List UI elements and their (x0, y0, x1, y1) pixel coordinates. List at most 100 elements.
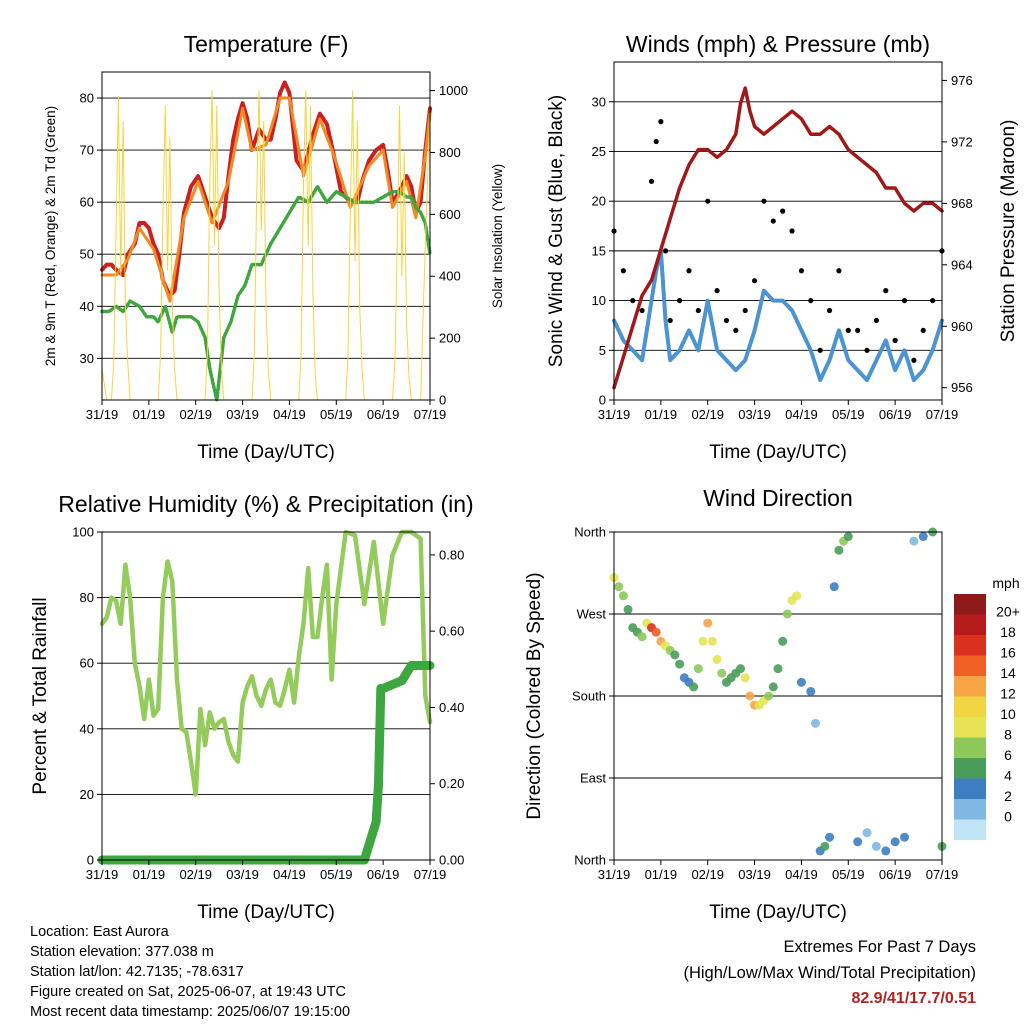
gust-point (873, 317, 880, 324)
x-tick-label: 02/19 (179, 867, 212, 882)
direction-point (675, 659, 685, 669)
direction-point (689, 682, 699, 692)
x-tick-label: 07/19 (926, 407, 959, 422)
direction-point (796, 677, 806, 687)
direction-point (782, 609, 792, 619)
gust-point (662, 248, 669, 254)
elevation-text: Station elevation: 377.038 m (30, 944, 214, 960)
x-tick-label: 04/19 (273, 407, 306, 422)
y-tick-label: 50 (80, 247, 94, 262)
y2-tick-label: 400 (439, 269, 461, 284)
x-tick-label: 03/19 (738, 407, 771, 422)
gust-point (789, 228, 795, 234)
colorbar-cell (954, 778, 986, 799)
series-line (99, 529, 433, 797)
y-tick-label: 0 (87, 853, 94, 868)
extremes-subtitle: (High/Low/Max Wind/Total Precipitation) (683, 964, 976, 982)
gust-point (733, 327, 739, 334)
gust-point (653, 138, 659, 145)
x-tick-label: 07/19 (414, 867, 447, 882)
y-tick-label: 70 (80, 143, 94, 158)
y-tick-label: 40 (80, 299, 94, 314)
y2-axis-label: Station Pressure (Maroon) (998, 120, 1019, 343)
y-axis-label: Direction (Colored By Speed) (524, 572, 545, 819)
y-tick-label: 0 (599, 393, 606, 408)
gust-point (686, 268, 692, 274)
x-tick-label: 06/19 (879, 407, 912, 422)
gust-point (883, 288, 889, 294)
y2-tick-label: 960 (951, 319, 973, 334)
created-text: Figure created on Sat, 2025-06-07, at 19… (30, 984, 346, 1000)
y-tick-label: 15 (592, 243, 606, 258)
y-tick-label: 25 (592, 144, 606, 159)
y-tick-label: 80 (80, 91, 94, 106)
x-tick-label: 06/19 (367, 867, 400, 882)
chart-title: Relative Humidity (%) & Precipitation (i… (58, 491, 473, 517)
colorbar-label: 18 (1000, 624, 1016, 640)
x-tick-label: 06/19 (367, 407, 400, 422)
colorbar-cell (954, 655, 986, 676)
series-line (100, 80, 432, 298)
direction-point (651, 627, 661, 637)
plot-frame (613, 61, 943, 401)
direction-point (881, 846, 891, 856)
extremes-box: Extremes For Past 7 Days (High/Low/Max W… (683, 934, 976, 1012)
direction-point (820, 841, 830, 851)
temperature-panel: Temperature (F)3040506070800200400600800… (43, 31, 505, 463)
colorbar-label: 0 (1004, 809, 1012, 825)
direction-point (618, 591, 628, 601)
direction-point (871, 841, 881, 851)
gust-point (677, 297, 683, 304)
gust-point (930, 297, 936, 304)
gust-point (648, 178, 655, 184)
y-tick-label: 5 (599, 343, 606, 358)
colorbar-label: 10 (1000, 706, 1016, 722)
x-tick-label: 02/19 (691, 867, 724, 882)
colorbar-cell (954, 635, 986, 656)
x-tick-label: 05/19 (832, 867, 865, 882)
x-axis-label: Time (Day/UTC) (709, 442, 847, 463)
y-tick-label: 100 (72, 525, 94, 540)
direction-point (834, 545, 844, 555)
gust-point (920, 327, 926, 334)
gust-point (761, 198, 767, 204)
gust-point (901, 297, 908, 304)
direction-point (900, 832, 910, 842)
y2-tick-label: 0.60 (439, 624, 464, 639)
winds-pressure-panel: Winds (mph) & Pressure (mb) 0 5 10 15 20 25 30 9… (546, 31, 1019, 463)
direction-point (614, 582, 624, 592)
colorbar-cell (954, 758, 986, 779)
direction-point (736, 664, 746, 674)
x-tick-label: 02/19 (691, 407, 724, 422)
extremes-values: 82.9/41/17.7/0.51 (851, 990, 976, 1007)
y2-tick-label: 0 (439, 393, 446, 408)
colorbar-label: 6 (1004, 747, 1012, 763)
gust-point (658, 119, 664, 125)
x-tick-label: 03/19 (226, 867, 259, 882)
direction-point (623, 604, 633, 614)
gust-point (723, 317, 730, 324)
direction-point (773, 664, 783, 674)
x-tick-label: 31/19 (598, 867, 631, 882)
colorbar-label: 20+ (996, 604, 1020, 620)
colorbar-label: 14 (1000, 665, 1016, 681)
direction-point (637, 632, 647, 642)
humidity-precip-panel: Relative Humidity (%) & Precipitation (i… (30, 491, 474, 923)
gust-point (695, 307, 701, 314)
y-tick-label: West (577, 607, 607, 622)
gust-point (667, 317, 673, 324)
gust-point (845, 327, 851, 334)
y2-tick-label: 0.40 (439, 700, 464, 715)
gust-point (892, 337, 898, 343)
direction-point (792, 591, 802, 601)
y2-tick-label: 800 (439, 145, 461, 160)
y-tick-label: North (574, 853, 606, 868)
x-tick-label: 01/19 (645, 407, 678, 422)
y-tick-label: 60 (80, 195, 94, 210)
y-axis-label: Sonic Wind & Gust (Blue, Black) (546, 95, 567, 367)
y2-tick-label: 956 (951, 380, 973, 395)
colorbar-label: 4 (1004, 768, 1012, 784)
colorbar-title: mph (992, 575, 1019, 591)
y-tick-label: 20 (80, 787, 94, 802)
